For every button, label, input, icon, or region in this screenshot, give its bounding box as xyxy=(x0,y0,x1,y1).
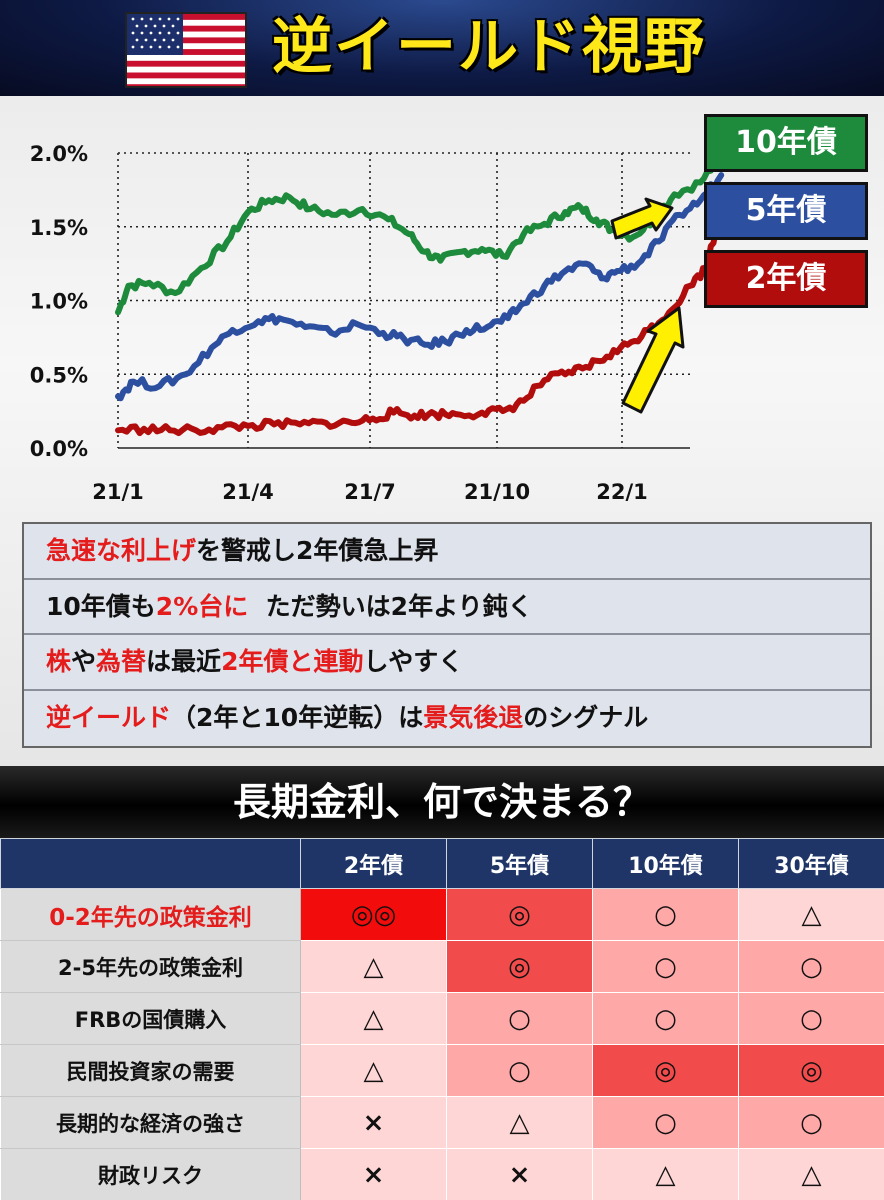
table-header-30y: 30年債 xyxy=(738,838,884,889)
point-3-highlight-b: 為替 xyxy=(96,647,147,676)
point-4: 逆イールド（2年と10年逆転）は景気後退のシグナル xyxy=(24,691,870,747)
table-row: 長期的な経済の強さ × △ ○ ○ xyxy=(0,1096,884,1149)
legend-10-year: 10年債 xyxy=(704,114,868,172)
table-cell: △ xyxy=(446,1096,593,1149)
point-3-highlight-a: 株 xyxy=(46,647,72,676)
table-cell: ◎ xyxy=(592,1044,739,1097)
row-label: 2-5年先の政策金利 xyxy=(0,940,301,993)
row-label: 財政リスク xyxy=(0,1148,301,1200)
point-4-highlight-b: 景気後退 xyxy=(423,702,524,732)
point-2-text-b: ただ勢いは2年より鈍く xyxy=(265,591,533,621)
table-header-5y: 5年債 xyxy=(446,838,593,889)
point-3-text-a: や xyxy=(71,647,97,676)
lower-arrow-icon xyxy=(621,306,685,414)
point-3-text-c: しやすく xyxy=(363,647,464,676)
table-cell: ○ xyxy=(446,992,593,1045)
table-row: 民間投資家の需要 △ ○ ◎ ◎ xyxy=(0,1044,884,1097)
table-cell: × xyxy=(446,1148,593,1200)
series-line xyxy=(115,209,725,437)
table-cell: ○ xyxy=(592,992,739,1045)
table-header-2y: 2年債 xyxy=(300,838,447,889)
yield-chart: 2.0% 1.5% 1.0% 0.5% 0.0% 21/1 21/4 21/7 21/10 22… xyxy=(30,142,725,504)
key-points-box: 急速な利上げを警戒し2年債急上昇 10年債も2%台に ただ勢いは2年より鈍く 株… xyxy=(22,522,872,748)
x-tick-label: 21/7 xyxy=(344,480,396,504)
point-3-highlight-c: 2年債と連動 xyxy=(221,647,364,676)
row-label: FRBの国債購入 xyxy=(0,992,301,1045)
table-row: 財政リスク × × △ △ xyxy=(0,1148,884,1200)
table-cell: ○ xyxy=(592,940,739,993)
y-tick-label: 0.0% xyxy=(30,437,88,461)
point-3-text-b: は最近 xyxy=(146,647,222,676)
point-2: 10年債も2%台に ただ勢いは2年より鈍く xyxy=(24,580,870,635)
y-tick-label: 0.5% xyxy=(30,363,88,387)
table-cell: ○ xyxy=(738,940,884,993)
point-1: 急速な利上げを警戒し2年債急上昇 xyxy=(24,524,870,580)
page-title: 逆イールド視野 xyxy=(272,12,706,82)
table-cell: × xyxy=(300,1148,447,1200)
table-cell: △ xyxy=(738,1148,884,1200)
point-2-text-a: 10年債も xyxy=(46,591,156,621)
table-cell: △ xyxy=(300,992,447,1045)
point-4-highlight-a: 逆イールド xyxy=(46,702,172,732)
table-cell: ○ xyxy=(592,888,739,941)
table-cell: ◎ xyxy=(446,888,593,941)
x-tick-label: 21/10 xyxy=(464,480,530,504)
table-cell: × xyxy=(300,1096,447,1149)
row-label: 長期的な経済の強さ xyxy=(0,1096,301,1149)
chart-panel: 2.0% 1.5% 1.0% 0.5% 0.0% 21/1 21/4 21/7 21/10 22… xyxy=(0,96,884,766)
section-title: 長期金利、何で決まる？ xyxy=(0,766,884,838)
legend-5-year: 5年債 xyxy=(704,182,868,240)
table-cell: ◎ xyxy=(446,940,593,993)
header-banner: 逆イールド視野 xyxy=(0,0,884,96)
table-row: 2-5年先の政策金利 △ ◎ ○ ○ xyxy=(0,940,884,993)
table-cell: ○ xyxy=(592,1096,739,1149)
legend-2-year: 2年債 xyxy=(704,250,868,308)
table-cell: ◎◎ xyxy=(300,888,447,941)
table-cell: ◎ xyxy=(738,1044,884,1097)
table-cell: △ xyxy=(738,888,884,941)
table-header-blank xyxy=(0,838,301,889)
table-row: FRBの国債購入 △ ○ ○ ○ xyxy=(0,992,884,1045)
point-1-text: を警戒し2年債急上昇 xyxy=(196,536,439,565)
point-1-highlight: 急速な利上げ xyxy=(46,536,197,565)
table-cell: △ xyxy=(300,1044,447,1097)
point-3: 株や為替は最近2年債と連動しやすく xyxy=(24,635,870,691)
y-tick-label: 2.0% xyxy=(30,142,88,166)
table-cell: △ xyxy=(592,1148,739,1200)
x-tick-label: 21/4 xyxy=(222,480,274,504)
us-flag-icon xyxy=(125,12,247,88)
series-line xyxy=(115,172,725,402)
table-header-row: 2年債 5年債 10年債 30年債 xyxy=(0,838,884,889)
table-header-10y: 10年債 xyxy=(592,838,739,889)
upper-arrow-icon xyxy=(610,197,674,240)
point-4-text-b: のシグナル xyxy=(523,702,649,732)
x-tick-label: 22/1 xyxy=(596,480,648,504)
point-2-highlight: 2%台に xyxy=(155,591,249,621)
row-label: 民間投資家の需要 xyxy=(0,1044,301,1097)
row-label: 0-2年先の政策金利 xyxy=(0,888,301,941)
rate-factor-table: 2年債 5年債 10年債 30年債 0-2年先の政策金利 ◎◎ ◎ ○ △ 2-… xyxy=(0,838,884,1200)
table-cell: ○ xyxy=(738,1096,884,1149)
table-cell: △ xyxy=(300,940,447,993)
point-4-text-a: （2年と10年逆転）は xyxy=(171,702,424,732)
table-cell: ○ xyxy=(446,1044,593,1097)
y-tick-label: 1.5% xyxy=(30,216,88,240)
table-row: 0-2年先の政策金利 ◎◎ ◎ ○ △ xyxy=(0,888,884,941)
x-tick-label: 21/1 xyxy=(92,480,144,504)
table-cell: ○ xyxy=(738,992,884,1045)
y-tick-label: 1.0% xyxy=(30,290,88,314)
series-line xyxy=(115,152,725,316)
